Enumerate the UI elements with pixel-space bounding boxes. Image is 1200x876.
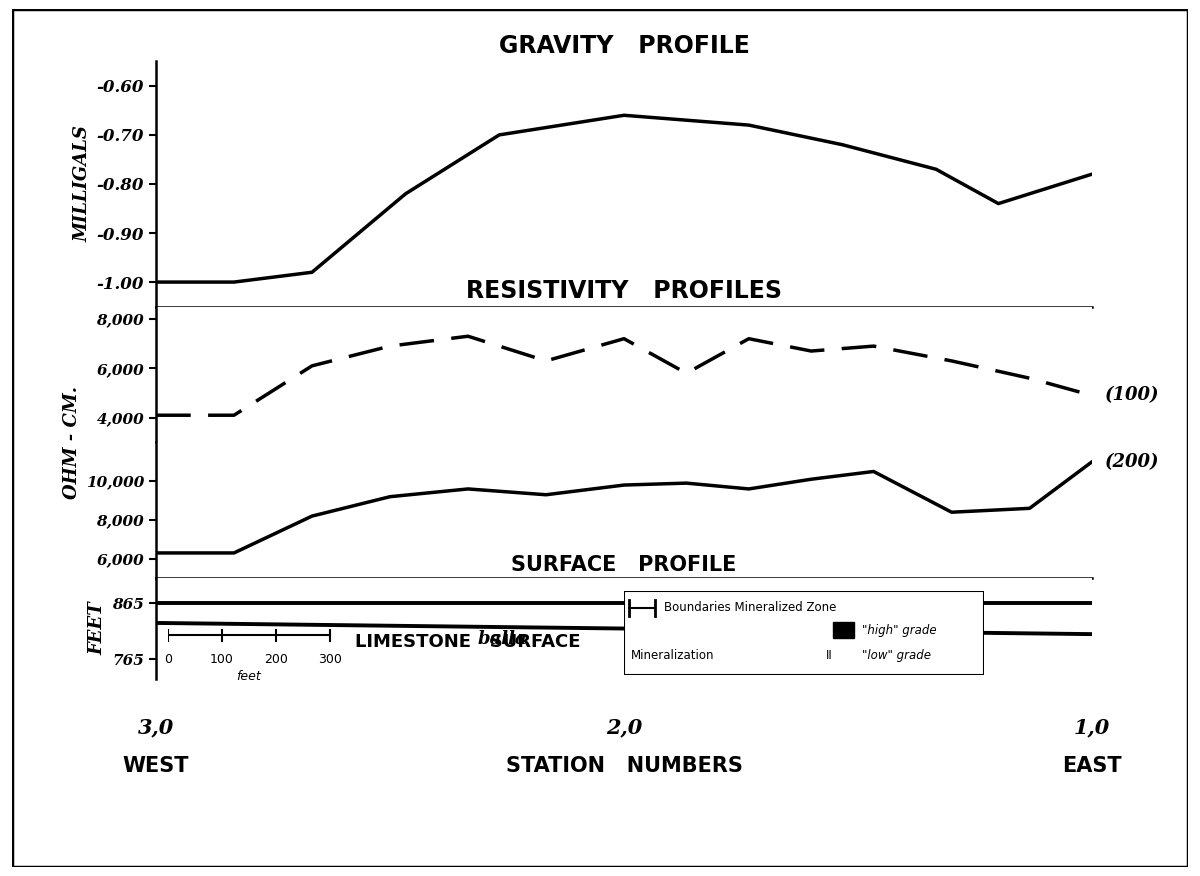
Text: 100: 100 (210, 653, 234, 666)
Text: 200: 200 (264, 653, 288, 666)
Text: EAST: EAST (1062, 757, 1122, 776)
Text: 1,0: 1,0 (1074, 717, 1110, 737)
Title: GRAVITY   PROFILE: GRAVITY PROFILE (498, 34, 750, 58)
Y-axis label: FEET: FEET (89, 602, 107, 655)
Title: RESISTIVITY   PROFILES: RESISTIVITY PROFILES (466, 279, 782, 303)
Text: LIMESTONE   SURFACE: LIMESTONE SURFACE (355, 633, 581, 651)
Text: STATION   NUMBERS: STATION NUMBERS (505, 757, 743, 776)
Text: 300: 300 (318, 653, 342, 666)
Text: Mineralization: Mineralization (631, 648, 715, 661)
Text: 3,0: 3,0 (138, 717, 174, 737)
Text: (100): (100) (1104, 386, 1159, 405)
Text: 2,0: 2,0 (606, 717, 642, 737)
Bar (833, 622, 854, 639)
Text: balla: balla (478, 631, 527, 648)
Text: "low" grade: "low" grade (862, 648, 931, 661)
Text: "high" grade: "high" grade (862, 624, 936, 637)
Text: SURFACE   PROFILE: SURFACE PROFILE (511, 555, 737, 576)
Text: OHM - CM.: OHM - CM. (64, 386, 82, 498)
Text: 0: 0 (164, 653, 172, 666)
Text: feet: feet (236, 670, 262, 683)
Text: WEST: WEST (122, 757, 190, 776)
Y-axis label: MILLIGALS: MILLIGALS (73, 125, 91, 243)
Text: Boundaries Mineralized Zone: Boundaries Mineralized Zone (664, 602, 836, 614)
Text: II: II (826, 648, 833, 661)
Text: (200): (200) (1104, 453, 1159, 470)
